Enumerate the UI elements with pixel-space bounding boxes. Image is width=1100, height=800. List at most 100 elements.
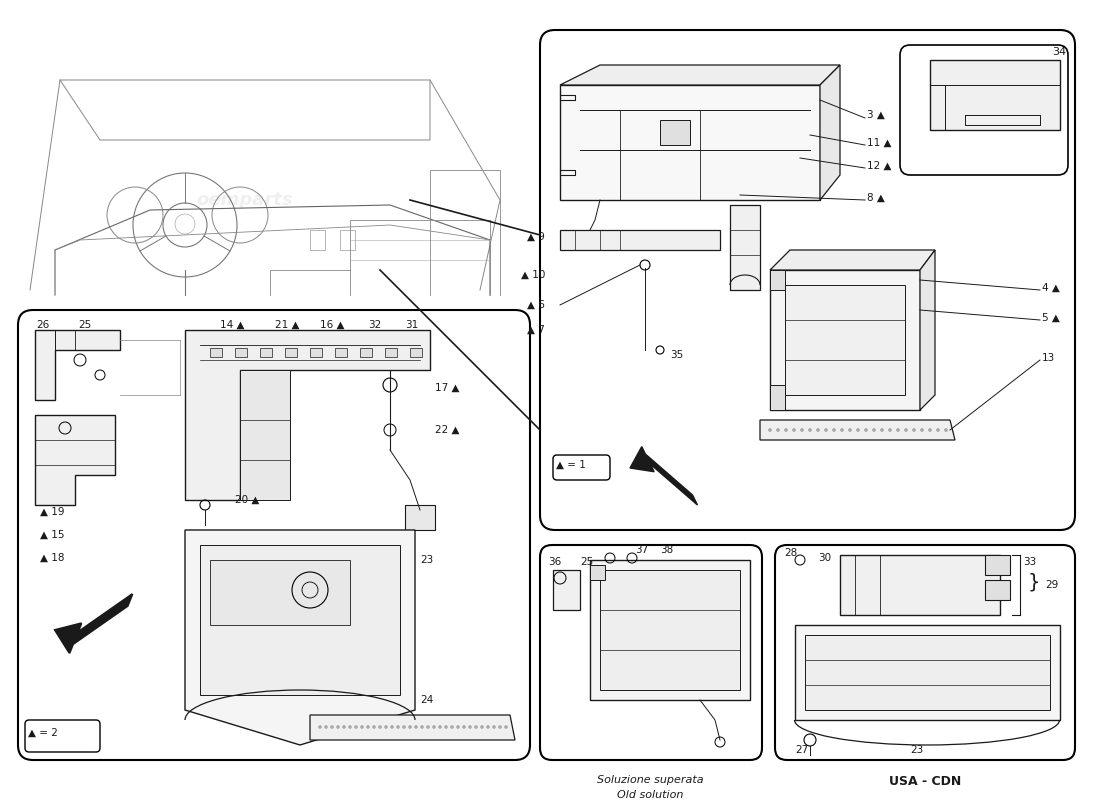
Circle shape [808,429,812,431]
Text: 8 ▲: 8 ▲ [867,193,884,203]
Circle shape [361,726,363,729]
Polygon shape [840,555,1000,615]
Circle shape [366,726,370,729]
Circle shape [337,726,340,729]
Text: 13: 13 [1042,353,1055,363]
Text: oemparts: oemparts [714,270,826,290]
Polygon shape [805,635,1050,710]
Circle shape [451,726,453,729]
Text: 28: 28 [784,548,798,558]
Text: 23: 23 [420,555,433,565]
Polygon shape [630,446,697,505]
Circle shape [896,429,900,431]
Polygon shape [984,555,1010,575]
Circle shape [378,726,382,729]
Circle shape [825,429,827,431]
Text: Soluzione superata: Soluzione superata [596,775,703,785]
Text: 22 ▲: 22 ▲ [434,425,460,435]
Circle shape [921,429,924,431]
Circle shape [324,726,328,729]
Circle shape [936,429,939,431]
FancyBboxPatch shape [900,45,1068,175]
Polygon shape [920,250,935,410]
Polygon shape [360,348,372,357]
Polygon shape [770,270,920,410]
Text: 25: 25 [580,557,593,567]
Polygon shape [405,505,435,530]
Circle shape [840,429,844,431]
Circle shape [769,429,771,431]
Circle shape [481,726,484,729]
Circle shape [415,726,418,729]
Text: ▲ 15: ▲ 15 [40,530,65,540]
Polygon shape [336,348,346,357]
Circle shape [904,429,907,431]
Polygon shape [560,65,840,85]
Circle shape [420,726,424,729]
Polygon shape [590,565,605,580]
Polygon shape [260,348,272,357]
Polygon shape [560,85,820,200]
Polygon shape [770,270,785,290]
Text: 35: 35 [670,350,683,360]
Text: ▲ = 2: ▲ = 2 [28,728,58,738]
Text: oemparts: oemparts [888,643,962,657]
Circle shape [945,429,947,431]
Text: USA - CDN: USA - CDN [889,775,961,788]
Circle shape [432,726,436,729]
Text: 3 ▲: 3 ▲ [867,110,884,120]
Text: }: } [1028,573,1041,591]
Circle shape [342,726,345,729]
FancyBboxPatch shape [553,455,610,480]
Circle shape [505,726,507,729]
Text: 38: 38 [660,545,673,555]
Circle shape [833,429,836,431]
FancyBboxPatch shape [776,545,1075,760]
Circle shape [427,726,429,729]
Polygon shape [795,625,1060,720]
Polygon shape [760,420,955,440]
Circle shape [913,429,915,431]
Text: ▲ 6: ▲ 6 [527,300,544,310]
Polygon shape [730,205,760,290]
Circle shape [349,726,352,729]
Circle shape [390,726,394,729]
Polygon shape [785,285,905,395]
Polygon shape [200,545,400,695]
Circle shape [801,429,803,431]
Polygon shape [984,580,1010,600]
Circle shape [857,429,859,431]
Text: 21 ▲: 21 ▲ [275,320,299,330]
FancyBboxPatch shape [540,30,1075,530]
Polygon shape [385,348,397,357]
Circle shape [784,429,788,431]
Circle shape [403,726,406,729]
Circle shape [396,726,399,729]
Polygon shape [35,415,116,505]
Circle shape [889,429,891,431]
Circle shape [872,429,876,431]
Polygon shape [55,594,132,653]
Text: 33: 33 [1023,557,1036,567]
Circle shape [462,726,465,729]
Circle shape [848,429,851,431]
Text: 20 ▲: 20 ▲ [235,495,260,505]
Text: oemparts: oemparts [226,526,322,544]
Polygon shape [210,560,350,625]
Circle shape [385,726,387,729]
Text: ▲ 7: ▲ 7 [527,325,544,335]
Text: 11 ▲: 11 ▲ [867,138,891,148]
Text: ▲ 10: ▲ 10 [520,270,544,280]
Circle shape [319,726,321,729]
Circle shape [408,726,411,729]
Polygon shape [240,370,290,500]
Polygon shape [185,330,430,500]
Text: oemparts: oemparts [197,191,294,209]
Circle shape [928,429,932,431]
Polygon shape [553,570,580,610]
Circle shape [486,726,490,729]
Text: 32: 32 [368,320,382,330]
Circle shape [777,429,780,431]
Polygon shape [770,250,935,270]
Text: 26: 26 [36,320,50,330]
